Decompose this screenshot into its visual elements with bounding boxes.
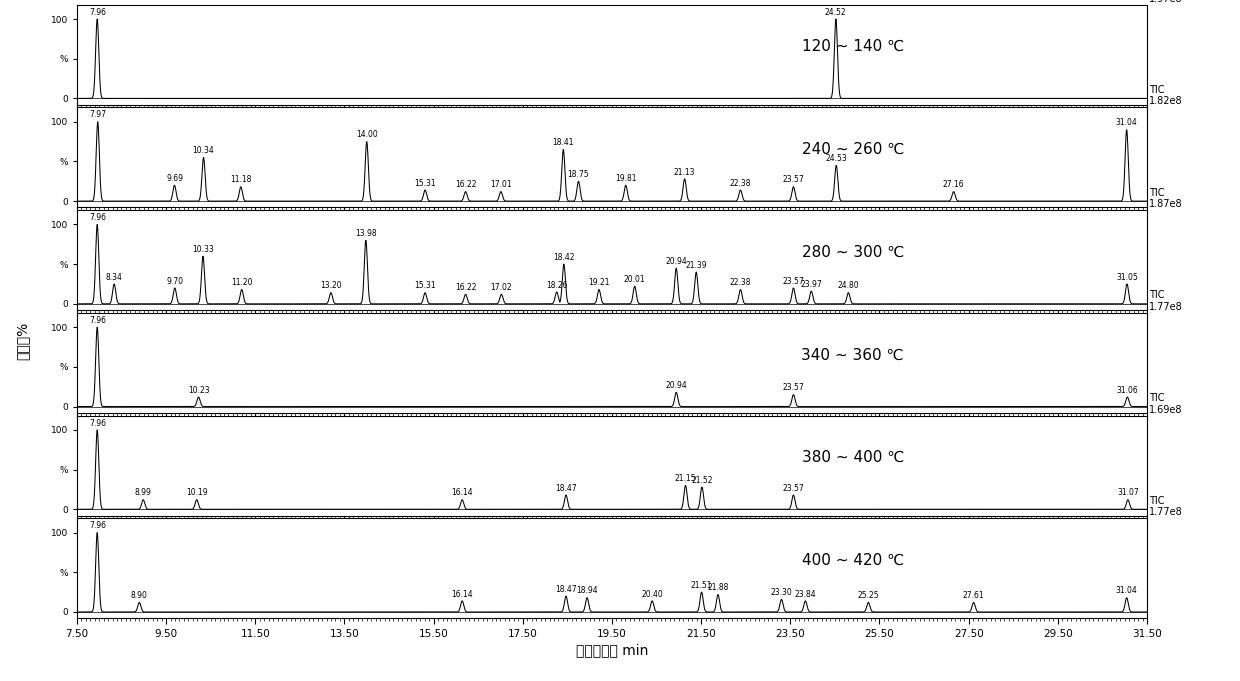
Text: 18.75: 18.75: [568, 170, 589, 179]
Text: 16.22: 16.22: [455, 283, 476, 292]
Text: TIC
1.82e8: TIC 1.82e8: [1149, 85, 1183, 106]
Text: 400 ~ 420 ℃: 400 ~ 420 ℃: [801, 553, 904, 568]
Text: 14.00: 14.00: [356, 130, 377, 139]
Text: 8.90: 8.90: [131, 591, 148, 600]
Text: 23.57: 23.57: [782, 383, 805, 392]
Text: 10.23: 10.23: [187, 385, 210, 395]
Text: 10.33: 10.33: [192, 245, 215, 254]
Text: TIC
1.87e8: TIC 1.87e8: [1149, 187, 1183, 209]
Text: TIC
1.77e8: TIC 1.77e8: [1149, 496, 1183, 518]
Text: 21.39: 21.39: [686, 261, 707, 270]
Text: 27.61: 27.61: [962, 591, 985, 600]
Text: 9.69: 9.69: [166, 174, 184, 183]
Text: 21.88: 21.88: [707, 583, 729, 592]
Text: 25.25: 25.25: [858, 591, 879, 600]
Text: 11.20: 11.20: [231, 278, 253, 287]
Text: 17.01: 17.01: [490, 180, 512, 189]
Text: TIC
1.69e8: TIC 1.69e8: [1149, 393, 1183, 415]
Text: 18.47: 18.47: [556, 484, 577, 492]
Text: 20.94: 20.94: [666, 381, 687, 390]
Text: 31.04: 31.04: [1116, 586, 1137, 595]
Text: 7.96: 7.96: [89, 7, 105, 16]
Text: 11.18: 11.18: [231, 176, 252, 185]
Text: 丰度，%: 丰度，%: [15, 321, 30, 360]
Text: 20.94: 20.94: [666, 257, 687, 266]
Text: 7.96: 7.96: [89, 521, 105, 530]
Text: 24.53: 24.53: [826, 154, 847, 163]
Text: 7.96: 7.96: [89, 419, 105, 428]
Text: 13.98: 13.98: [355, 229, 377, 238]
Text: 24.52: 24.52: [825, 7, 847, 16]
Text: 22.38: 22.38: [729, 178, 751, 188]
Text: 280 ~ 300 ℃: 280 ~ 300 ℃: [801, 244, 904, 259]
Text: 20.40: 20.40: [641, 590, 663, 599]
Text: 31.05: 31.05: [1116, 272, 1138, 282]
Text: 31.07: 31.07: [1117, 488, 1138, 497]
Text: 21.51: 21.51: [691, 581, 712, 590]
Text: 7.96: 7.96: [89, 316, 105, 325]
Text: 18.47: 18.47: [556, 585, 577, 594]
Text: 23.97: 23.97: [800, 280, 822, 289]
Text: 13.20: 13.20: [320, 281, 342, 290]
Text: 19.21: 19.21: [588, 278, 610, 287]
Text: 20.01: 20.01: [624, 275, 646, 284]
Text: 21.13: 21.13: [673, 168, 696, 176]
Text: 23.57: 23.57: [782, 276, 805, 285]
Text: 23.57: 23.57: [782, 484, 805, 492]
Text: 21.15: 21.15: [675, 474, 697, 483]
Text: 23.84: 23.84: [795, 590, 816, 599]
Text: 23.57: 23.57: [782, 176, 805, 185]
Text: 16.22: 16.22: [455, 180, 476, 189]
Text: 16.14: 16.14: [451, 590, 472, 599]
Text: 8.34: 8.34: [105, 272, 123, 282]
Text: 120 ~ 140 ℃: 120 ~ 140 ℃: [801, 39, 904, 54]
Text: 7.97: 7.97: [89, 110, 107, 119]
Text: 340 ~ 360 ℃: 340 ~ 360 ℃: [801, 347, 904, 362]
Text: 240 ~ 260 ℃: 240 ~ 260 ℃: [801, 142, 904, 157]
Text: 18.41: 18.41: [553, 138, 574, 147]
Text: TIC
1.77e8: TIC 1.77e8: [1149, 290, 1183, 312]
Text: 8.99: 8.99: [135, 488, 151, 497]
Text: 380 ~ 400 ℃: 380 ~ 400 ℃: [801, 450, 904, 465]
Text: 15.31: 15.31: [414, 178, 436, 188]
Text: 31.04: 31.04: [1116, 118, 1137, 127]
Text: 21.52: 21.52: [691, 476, 713, 485]
Text: 15.31: 15.31: [414, 281, 436, 290]
Text: TIC
1.97e8: TIC 1.97e8: [1149, 0, 1183, 4]
Text: 23.30: 23.30: [770, 588, 792, 597]
Text: 10.19: 10.19: [186, 488, 207, 497]
Text: 18.26: 18.26: [546, 281, 568, 289]
Text: 10.34: 10.34: [192, 146, 215, 155]
Text: 24.80: 24.80: [837, 281, 859, 290]
Text: 9.70: 9.70: [166, 276, 184, 285]
Text: 7.96: 7.96: [89, 213, 105, 222]
Text: 18.42: 18.42: [553, 253, 574, 262]
Text: 18.94: 18.94: [577, 586, 598, 595]
Text: 31.06: 31.06: [1116, 385, 1138, 395]
Text: 27.16: 27.16: [942, 180, 965, 189]
Text: 16.14: 16.14: [451, 488, 472, 497]
Text: 19.81: 19.81: [615, 174, 636, 183]
X-axis label: 保留时间， min: 保留时间， min: [575, 643, 649, 657]
Text: 17.02: 17.02: [491, 283, 512, 292]
Text: 22.38: 22.38: [729, 278, 751, 287]
